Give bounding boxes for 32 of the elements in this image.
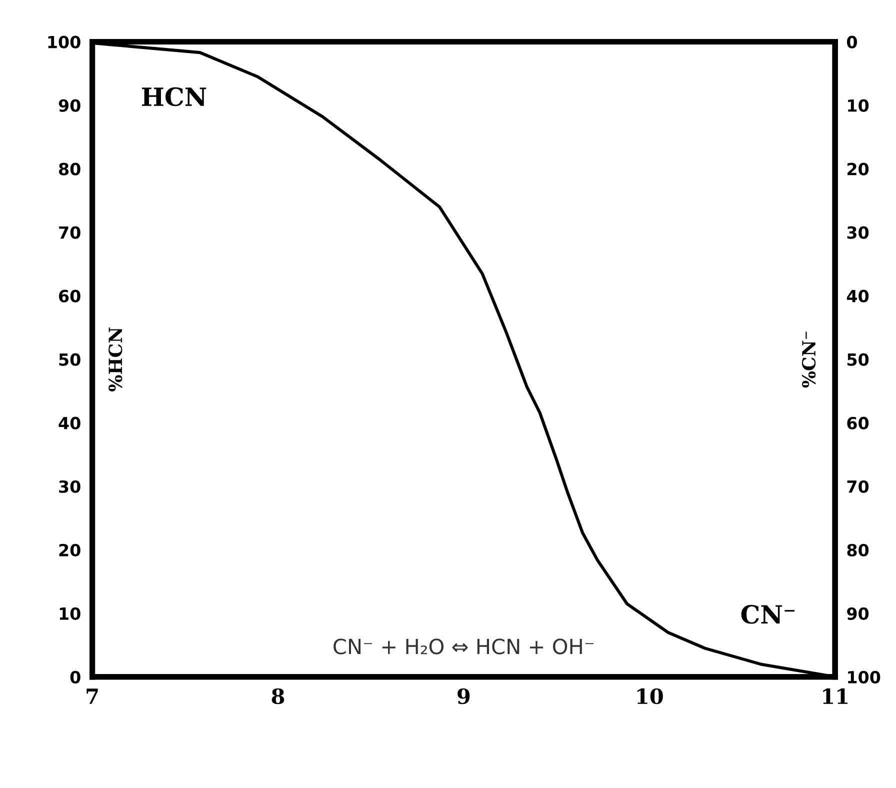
annotation: CN⁻ + H₂O ⇔ HCN + OH⁻ — [334, 638, 594, 654]
x-tick-label: 8 — [272, 688, 284, 704]
y2-tick-label: 100 — [848, 670, 880, 684]
y2-axis-title: %CN⁻ — [802, 332, 816, 388]
annotation: CN⁻ — [741, 604, 795, 624]
y2-tick-label: 0 — [846, 36, 857, 48]
y-axis-title: %HCN — [108, 328, 122, 392]
y-tick-label: 0 — [70, 670, 80, 684]
annotation: HCN — [142, 87, 206, 106]
y2-tick-label: 50 — [847, 353, 869, 366]
y2-tick-label: 60 — [847, 416, 869, 430]
y2-tick-label: 20 — [848, 162, 869, 176]
y-tick-label: 90 — [58, 99, 80, 112]
y-tick-label: 50 — [59, 353, 80, 366]
y2-tick-label: 30 — [847, 226, 869, 239]
y-tick-label: 100 — [48, 36, 80, 48]
x-tick-label: 11 — [823, 688, 848, 704]
x-tick-label: 9 — [458, 688, 470, 704]
y-tick-label: 70 — [59, 226, 80, 239]
x-tick-label: 7 — [86, 688, 98, 704]
y-tick-label: 10 — [60, 607, 80, 620]
x-tick-label: 10 — [637, 688, 663, 704]
y-tick-label: 30 — [59, 480, 80, 493]
y-tick-label: 60 — [59, 290, 80, 302]
y2-tick-label: 80 — [847, 544, 869, 556]
y-tick-label: 40 — [58, 416, 80, 430]
y-tick-label: 20 — [59, 544, 80, 556]
y2-tick-label: 70 — [847, 480, 869, 493]
y2-tick-label: 40 — [846, 290, 869, 302]
y-tick-label: 80 — [59, 162, 80, 176]
y2-tick-label: 10 — [848, 99, 869, 112]
y2-tick-label: 90 — [847, 607, 869, 620]
